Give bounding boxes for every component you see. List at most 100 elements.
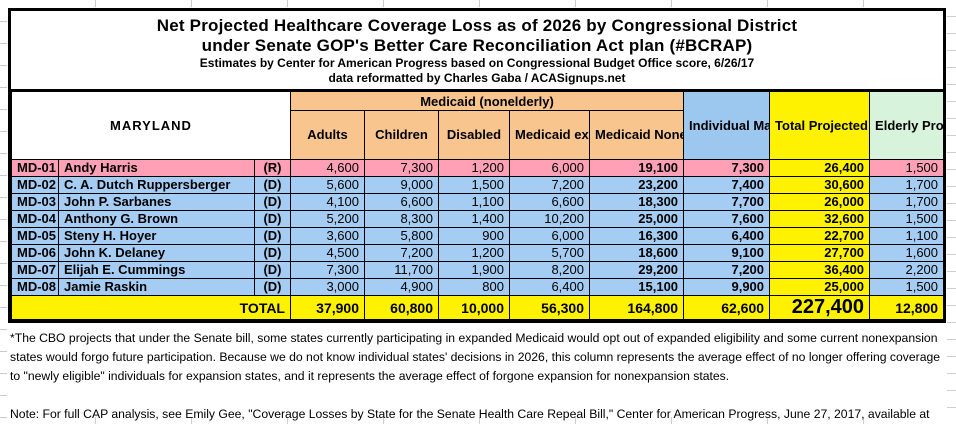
header-adults: Adults (290, 110, 365, 160)
district-row: MD-02 C. A. Dutch Ruppersberger (D) 5,60… (11, 176, 945, 194)
value-cell: 6,000 (509, 227, 590, 245)
district-row: MD-08 Jamie Raskin (D) 3,000 4,900 800 6… (11, 278, 945, 296)
value-cell: 1,100 (869, 227, 945, 245)
value-cell: 1,500 (869, 278, 945, 296)
value-cell: 4,500 (290, 244, 365, 262)
header-total-coverage-loss: Total Projected Coverage Loss (769, 91, 871, 160)
value-cell: 1,700 (869, 193, 945, 211)
value-cell: 29,200 (588, 261, 685, 279)
footnotes: *The CBO projects that under the Senate … (10, 329, 948, 424)
value-cell: 11,700 (364, 261, 439, 279)
party-label: (D) (254, 210, 291, 228)
district-code: MD-06 (11, 244, 59, 262)
value-cell: 7,700 (683, 193, 771, 211)
district-code: MD-07 (11, 261, 59, 279)
representative-name: Steny H. Hoyer (58, 227, 255, 245)
value-cell: 18,600 (588, 244, 685, 262)
value-cell: 5,800 (364, 227, 439, 245)
value-cell: 4,900 (364, 278, 439, 296)
total-label: TOTAL (11, 295, 291, 320)
value-cell: 6,000 (509, 159, 590, 177)
value-cell: 7,300 (290, 261, 365, 279)
value-cell: 6,600 (509, 193, 590, 211)
value-cell: 19,100 (588, 159, 685, 177)
value-cell: 1,600 (869, 244, 945, 262)
value-cell: 1,500 (869, 159, 945, 177)
total-row: TOTAL 37,900 60,800 10,000 56,300 164,80… (11, 295, 945, 320)
gridline-strip-top (0, 0, 956, 7)
value-cell: 10,200 (509, 210, 590, 228)
value-cell: 7,300 (683, 159, 771, 177)
value-cell: 7,400 (683, 176, 771, 194)
party-label: (R) (254, 159, 291, 177)
value-cell: 4,600 (290, 159, 365, 177)
header-individual-market: Individual Market (683, 91, 771, 160)
district-code: MD-05 (11, 227, 59, 245)
value-cell: 32,600 (769, 210, 871, 228)
value-cell: 2,200 (869, 261, 945, 279)
district-row: MD-05 Steny H. Hoyer (D) 3,600 5,800 900… (11, 227, 945, 245)
total-medicaid-subtotal: 164,800 (588, 295, 685, 320)
header-row-group: MARYLAND Medicaid (nonelderly) Individua… (11, 91, 945, 160)
state-label: MARYLAND (11, 91, 291, 160)
value-cell: 7,300 (364, 159, 439, 177)
representative-name: Jamie Raskin (58, 278, 255, 296)
district-row: MD-04 Anthony G. Brown (D) 5,200 8,300 1… (11, 210, 945, 228)
representative-name: Elijah E. Cummings (58, 261, 255, 279)
value-cell: 1,900 (438, 261, 510, 279)
coverage-loss-table: MARYLAND Medicaid (nonelderly) Individua… (11, 91, 945, 320)
value-cell: 15,100 (588, 278, 685, 296)
value-cell: 7,200 (683, 261, 771, 279)
gridline-strip-right (947, 0, 956, 424)
value-cell: 1,400 (438, 210, 510, 228)
value-cell: 36,400 (769, 261, 871, 279)
title-line-2: under Senate GOP's Better Care Reconcili… (201, 36, 753, 55)
total-children: 60,800 (364, 295, 439, 320)
party-label: (D) (254, 176, 291, 194)
title-line-1: Net Projected Healthcare Coverage Loss a… (156, 16, 798, 35)
value-cell: 5,600 (290, 176, 365, 194)
total-adults: 37,900 (290, 295, 365, 320)
value-cell: 8,300 (364, 210, 439, 228)
coverage-loss-table-box: Net Projected Healthcare Coverage Loss a… (8, 8, 946, 323)
district-row: MD-01 Andy Harris (R) 4,600 7,300 1,200 … (11, 159, 945, 177)
value-cell: 26,400 (769, 159, 871, 177)
party-label: (D) (254, 261, 291, 279)
value-cell: 1,200 (438, 244, 510, 262)
value-cell: 6,400 (683, 227, 771, 245)
value-cell: 5,700 (509, 244, 590, 262)
representative-name: Andy Harris (58, 159, 255, 177)
value-cell: 1,100 (438, 193, 510, 211)
district-row: MD-06 John K. Delaney (D) 4,500 7,200 1,… (11, 244, 945, 262)
value-cell: 1,500 (869, 210, 945, 228)
representative-name: Anthony G. Brown (58, 210, 255, 228)
representative-name: C. A. Dutch Ruppersberger (58, 176, 255, 194)
value-cell: 18,300 (588, 193, 685, 211)
district-code: MD-03 (11, 193, 59, 211)
value-cell: 3,600 (290, 227, 365, 245)
district-code: MD-08 (11, 278, 59, 296)
value-cell: 1,500 (438, 176, 510, 194)
gridline-strip-left (0, 0, 7, 424)
title-line-3: Estimates by Center for American Progres… (199, 56, 755, 70)
value-cell: 16,300 (588, 227, 685, 245)
representative-name: John K. Delaney (58, 244, 255, 262)
value-cell: 9,000 (364, 176, 439, 194)
value-cell: 800 (438, 278, 510, 296)
value-cell: 9,900 (683, 278, 771, 296)
representative-name: John P. Sarbanes (58, 193, 255, 211)
district-code: MD-01 (11, 159, 59, 177)
value-cell: 22,700 (769, 227, 871, 245)
value-cell: 27,700 (769, 244, 871, 262)
gridline-strip-bottom (0, 417, 956, 424)
value-cell: 1,700 (869, 176, 945, 194)
district-rows: MD-01 Andy Harris (R) 4,600 7,300 1,200 … (11, 159, 945, 296)
value-cell: 1,200 (438, 159, 510, 177)
value-cell: 900 (438, 227, 510, 245)
header-medicaid-subtotal: Medicaid Nonelderly subtotal (588, 110, 685, 160)
header-medicaid-group: Medicaid (nonelderly) (289, 91, 685, 111)
value-cell: 6,600 (364, 193, 439, 211)
title-block: Net Projected Healthcare Coverage Loss a… (11, 11, 943, 91)
title-line-4: data reformatted by Charles Gaba / ACASi… (328, 71, 626, 85)
